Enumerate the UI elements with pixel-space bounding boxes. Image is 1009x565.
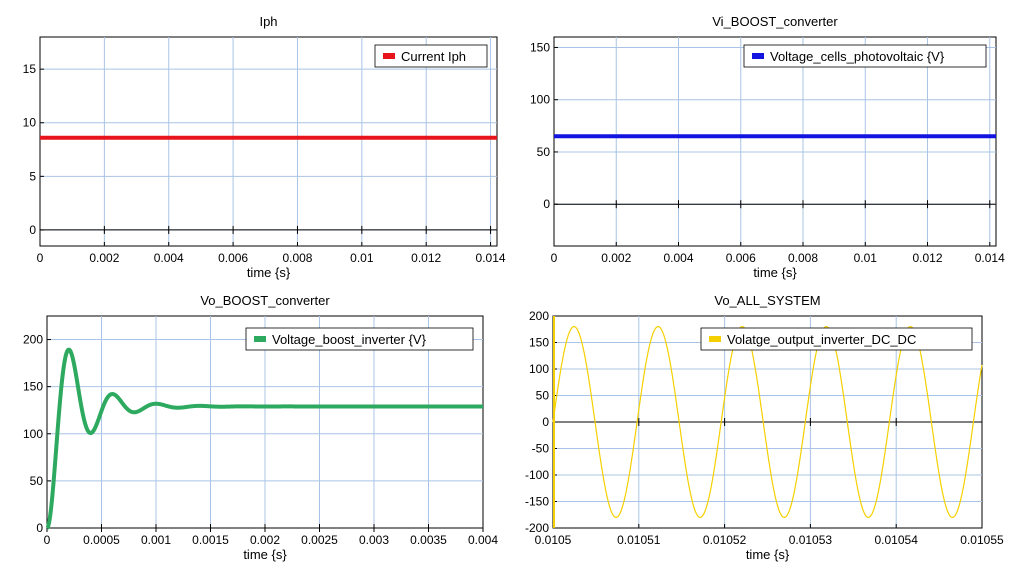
x-tick-label: 0.0035 — [410, 533, 447, 547]
y-tick-label: -200 — [525, 521, 549, 535]
y-tick-label: 0 — [543, 197, 550, 211]
x-tick-label: 0.01055 — [960, 533, 1004, 547]
x-axis-label: time {s} — [753, 265, 797, 280]
y-tick-label: 10 — [23, 116, 37, 130]
legend-swatch — [254, 336, 266, 342]
legend-label: Volatge_output_inverter_DC_DC — [727, 332, 916, 347]
series-line-1 — [552, 326, 983, 518]
chart-title: Iph — [259, 14, 277, 29]
x-tick-label: 0.0015 — [192, 533, 229, 547]
x-tick-label: 0.004 — [468, 533, 498, 547]
x-tick-label: 0.01 — [350, 251, 374, 265]
x-tick-label: 0.004 — [663, 251, 693, 265]
chart-panel-1: Current Iph 0 0.002 0.004 0.006 0.008 0.01 0.01… — [23, 14, 506, 280]
legend: Current Iph — [374, 44, 488, 68]
x-tick-label: 0.01053 — [789, 533, 833, 547]
x-tick-label: 0.012 — [913, 251, 943, 265]
y-tick-label: 50 — [536, 389, 550, 403]
x-axis-label: time {s} — [247, 265, 291, 280]
x-tick-label: 0.006 — [726, 251, 756, 265]
x-tick-label: 0.01 — [854, 251, 878, 265]
y-tick-label: 150 — [23, 380, 43, 394]
x-tick-label: 0 — [551, 251, 558, 265]
chart-panel-2: Voltage_cells_photovoltaic {V} 0 0.002 0.00… — [530, 14, 1005, 280]
x-axis-label: time {s} — [243, 547, 287, 562]
x-tick-label: 0.014 — [975, 251, 1005, 265]
y-tick-label: -50 — [532, 442, 550, 456]
x-tick-label: 0.006 — [218, 251, 248, 265]
chart-panel-3: Voltage_boost_inverter {V} 0 0.0005 0.001 0.… — [23, 293, 498, 562]
x-tick-label: 0 — [37, 251, 44, 265]
x-tick-label: 0.01052 — [703, 533, 747, 547]
y-tick-label: 100 — [530, 93, 550, 107]
x-tick-label: 0.002 — [601, 251, 631, 265]
legend-box — [700, 327, 973, 351]
x-axis-label: time {s} — [746, 547, 790, 562]
x-tick-label: 0.001 — [141, 533, 171, 547]
x-tick-label: 0.0105 — [535, 533, 572, 547]
x-tick-label: 0.0025 — [301, 533, 338, 547]
chart-title: Vi_BOOST_converter — [712, 14, 838, 29]
chart-title: Vo_BOOST_converter — [200, 293, 330, 308]
y-tick-label: 150 — [529, 336, 549, 350]
y-tick-label: 100 — [23, 427, 43, 441]
y-tick-label: 0 — [542, 415, 549, 429]
legend-box — [245, 327, 474, 351]
x-tick-label: 0.008 — [282, 251, 312, 265]
x-tick-label: 0.004 — [154, 251, 184, 265]
x-tick-label: 0.01054 — [875, 533, 919, 547]
x-tick-label: 0.014 — [476, 251, 506, 265]
series-line-1 — [45, 347, 485, 530]
y-tick-label: 150 — [530, 40, 550, 54]
x-tick-label: 0.0005 — [83, 533, 120, 547]
y-tick-label: 50 — [30, 474, 44, 488]
legend: Volatge_output_inverter_DC_DC — [700, 327, 973, 351]
y-tick-label: 200 — [23, 333, 43, 347]
legend-box — [374, 44, 488, 68]
plot-area — [39, 36, 498, 247]
y-tick-label: 50 — [537, 145, 551, 159]
x-tick-label: 0.012 — [411, 251, 441, 265]
y-tick-label: 15 — [23, 62, 37, 76]
y-tick-label: 5 — [29, 169, 36, 183]
x-tick-label: 0 — [44, 533, 51, 547]
legend-label: Voltage_boost_inverter {V} — [272, 332, 427, 347]
chart-title: Vo_ALL_SYSTEM — [714, 293, 820, 308]
y-tick-label: -150 — [525, 495, 549, 509]
x-tick-label: 0.003 — [359, 533, 389, 547]
y-tick-label: 0 — [36, 521, 43, 535]
legend-label: Voltage_cells_photovoltaic {V} — [770, 49, 945, 64]
y-tick-label: 100 — [529, 362, 549, 376]
x-tick-label: 0.01051 — [617, 533, 661, 547]
legend: Voltage_boost_inverter {V} — [245, 327, 474, 351]
x-tick-label: 0.008 — [788, 251, 818, 265]
legend-swatch — [752, 53, 764, 59]
y-tick-label: 200 — [529, 309, 549, 323]
legend: Voltage_cells_photovoltaic {V} — [743, 44, 987, 68]
x-tick-label: 0.002 — [89, 251, 119, 265]
legend-label: Current Iph — [401, 49, 466, 64]
legend-swatch — [709, 336, 721, 342]
chart-panel-4: Volatge_output_inverter_DC_DC 0.0105 0.010… — [525, 293, 1004, 562]
legend-box — [743, 44, 987, 68]
legend-swatch — [383, 53, 395, 59]
y-tick-label: -100 — [525, 468, 549, 482]
plot-area — [553, 36, 997, 247]
x-tick-label: 0.002 — [250, 533, 280, 547]
y-tick-label: 0 — [29, 223, 36, 237]
